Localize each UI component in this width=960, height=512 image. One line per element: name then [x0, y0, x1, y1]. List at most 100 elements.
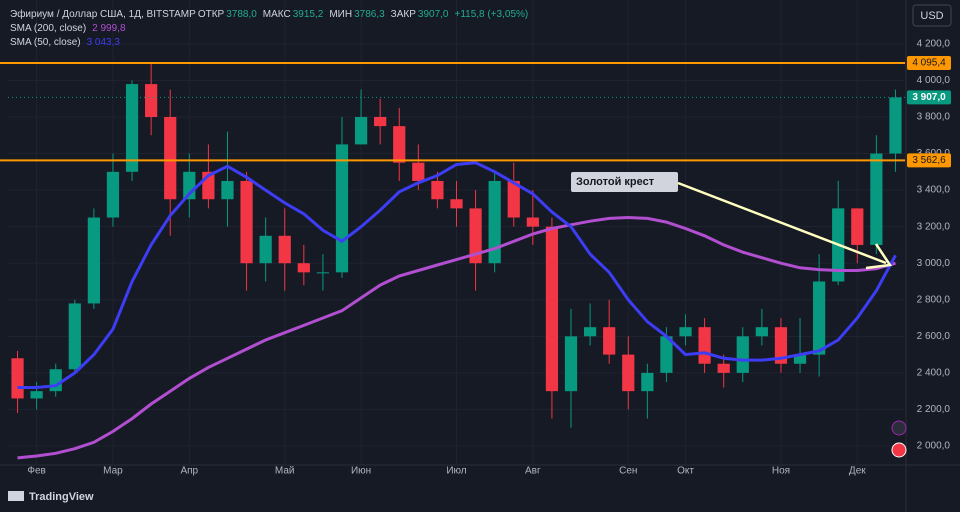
candle-body — [603, 327, 616, 355]
ohlc-label: МИН — [329, 9, 353, 20]
ohlc-value: 3786,3 — [354, 9, 385, 20]
annotation: Золотой крест — [576, 176, 655, 188]
y-tick-label: 2 800,0 — [917, 294, 951, 305]
ohlc-value: 3788,0 — [226, 9, 257, 20]
candle-body — [851, 208, 864, 245]
x-tick-label: Мар — [103, 466, 123, 477]
candle-body — [393, 126, 406, 163]
legend-value: 2 999,8 — [92, 23, 126, 34]
level-label: 4 095,4 — [912, 58, 946, 69]
candle-body — [221, 180, 234, 200]
event-icon[interactable] — [891, 442, 907, 458]
candle-body — [660, 336, 673, 373]
y-tick-label: 3 400,0 — [917, 185, 951, 196]
candle-body — [106, 171, 120, 218]
candle-body — [698, 327, 711, 364]
ohlc-label: ЗАКР — [390, 9, 416, 20]
candle-body — [125, 84, 139, 172]
ohlc-value: 3915,2 — [292, 9, 324, 20]
candle-body — [316, 272, 330, 274]
candle-body — [813, 281, 826, 355]
y-tick-label: 2 000,0 — [917, 441, 951, 452]
candle-body — [164, 116, 177, 200]
currency-button[interactable] — [912, 4, 952, 27]
candle-body — [87, 217, 100, 304]
candle-body — [641, 372, 654, 392]
candle-body — [526, 217, 539, 227]
candle-body — [335, 144, 349, 273]
y-tick-label: 3 200,0 — [917, 221, 951, 232]
legend-name: SMA (50, close) — [10, 37, 81, 48]
brand-logo — [8, 491, 24, 501]
x-tick-label: Май — [275, 466, 295, 477]
ohlc-label: МАКС — [262, 9, 291, 20]
x-tick-label: Авг — [525, 466, 541, 477]
candle-body — [488, 180, 501, 264]
candle-body — [354, 116, 368, 145]
x-tick-label: Сен — [619, 466, 637, 477]
legend-row[interactable]: SMA (200, close) 2 999,8 — [10, 22, 534, 36]
candle-body — [11, 358, 24, 399]
candle-body — [545, 226, 559, 392]
y-tick-label: 4 000,0 — [917, 75, 951, 86]
candle-body — [736, 336, 749, 373]
ohlc-label: ОТКР — [197, 9, 225, 20]
x-tick-label: Апр — [180, 466, 198, 477]
candle-body — [755, 327, 768, 337]
symbol-title: Эфириум / Доллар США, 1Д, BITSTAMP — [10, 9, 196, 20]
last-price-box — [907, 90, 951, 105]
candle-body — [49, 369, 62, 392]
x-tick-label: Дек — [849, 466, 866, 477]
candle-body — [793, 354, 807, 364]
candle-body — [507, 180, 520, 218]
candle-body — [450, 199, 463, 209]
sma-line — [17, 161, 897, 389]
legend-name: SMA (200, close) — [10, 23, 87, 34]
x-tick-label: Фев — [27, 466, 45, 477]
level-label-box — [907, 153, 951, 168]
candle-body — [564, 336, 578, 392]
candle-body — [374, 116, 387, 127]
candle-body — [889, 97, 902, 154]
candle-body — [278, 235, 291, 264]
candle-body — [870, 153, 883, 245]
legend-value: 3 043,3 — [86, 37, 120, 48]
arrow-head — [865, 243, 893, 270]
candle-body — [297, 263, 310, 273]
candle-body — [774, 327, 788, 364]
y-tick-label: 3 000,0 — [917, 258, 951, 269]
candle-body — [145, 84, 158, 117]
y-tick-label: 2 600,0 — [917, 331, 951, 342]
candle-body — [240, 180, 253, 264]
y-tick-label: 2 400,0 — [917, 368, 951, 379]
y-tick-label: 2 200,0 — [917, 404, 951, 415]
candle-body — [431, 180, 444, 200]
level-label: 3 562,6 — [912, 155, 946, 166]
x-tick-label: Июл — [446, 466, 466, 477]
candle-body — [622, 354, 635, 392]
candle-body — [412, 162, 425, 181]
annotation-box — [571, 172, 678, 192]
currency: USD — [920, 10, 943, 22]
candle-body — [679, 327, 692, 337]
change: +115,8 (+3,05%) — [454, 9, 529, 20]
brand: TradingView — [29, 491, 94, 503]
candle-body — [30, 391, 43, 399]
y-tick-label: 4 200,0 — [917, 39, 951, 50]
level-label-box — [907, 55, 951, 70]
legend-row[interactable]: SMA (50, close) 3 043,3 — [10, 36, 534, 50]
candle-body — [68, 303, 81, 370]
last-price-label: 3 907,0 — [912, 92, 946, 103]
annotation-arrow — [677, 181, 887, 265]
candle-body — [717, 363, 730, 373]
ohlc-value: 3907,0 — [417, 9, 449, 20]
x-tick-label: Окт — [677, 466, 694, 477]
y-tick-label: 3 800,0 — [917, 112, 951, 123]
candle-body — [469, 208, 482, 264]
event-icon[interactable] — [891, 420, 907, 436]
x-tick-label: Июн — [351, 466, 371, 477]
sma-line — [17, 215, 896, 460]
candle-body — [259, 235, 272, 264]
